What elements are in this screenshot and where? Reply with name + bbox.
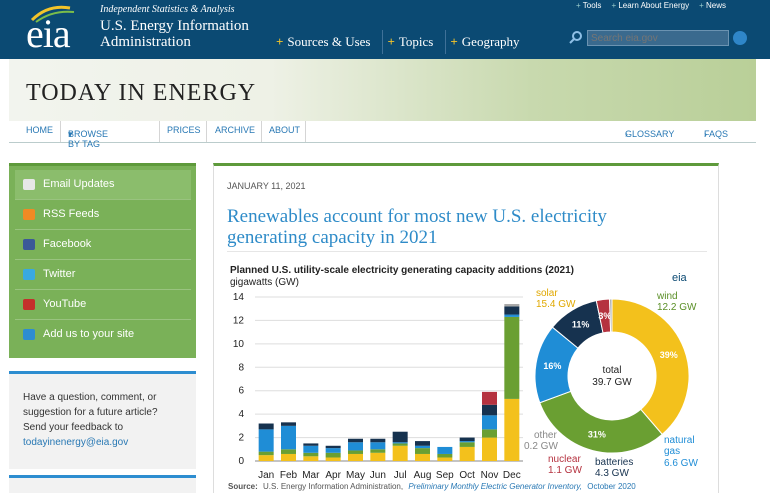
search-submit-button[interactable] bbox=[733, 31, 747, 45]
sidebar-item-twitter[interactable]: Twitter bbox=[15, 260, 191, 290]
plus-icon: + bbox=[576, 1, 583, 10]
chevron-right-icon: › bbox=[625, 129, 628, 139]
sidebar-item-label: Email Updates bbox=[43, 178, 115, 190]
divider bbox=[261, 121, 262, 142]
primary-nav: + Sources & Uses + Topics + Geography bbox=[272, 30, 532, 54]
divider bbox=[60, 121, 61, 142]
subnav-home[interactable]: HOME bbox=[26, 125, 53, 135]
subnav-about[interactable]: ABOUT bbox=[269, 125, 301, 135]
eia-logo[interactable]: eia bbox=[26, 11, 71, 56]
article-date: JANUARY 11, 2021 bbox=[227, 181, 306, 191]
email-icon bbox=[23, 179, 35, 190]
social-sidebar: Email Updates RSS Feeds Facebook Twitter… bbox=[9, 163, 196, 358]
caret-down-icon: ▾ bbox=[68, 129, 73, 139]
nav-label: Geography bbox=[461, 34, 520, 49]
sidebar-item-label: Twitter bbox=[43, 268, 76, 280]
sidebar-box-2 bbox=[9, 475, 196, 493]
subnav-label: FAQS bbox=[704, 129, 729, 139]
facebook-icon bbox=[23, 239, 35, 250]
youtube-icon bbox=[23, 299, 35, 310]
divider bbox=[206, 121, 207, 142]
util-label: Learn About Energy bbox=[618, 1, 690, 10]
nav-label: Topics bbox=[398, 34, 434, 49]
util-label: News bbox=[705, 1, 726, 10]
subnav-label: BROWSE BY TAG bbox=[68, 129, 109, 149]
nav-label: Sources & Uses bbox=[287, 34, 371, 49]
sidebar-item-label: Facebook bbox=[43, 238, 92, 250]
util-news[interactable]: + News bbox=[699, 1, 726, 10]
sidebar-item-add-site[interactable]: Add us to your site bbox=[15, 320, 191, 350]
sidebar-item-email[interactable]: Email Updates bbox=[15, 170, 191, 200]
plus-icon: + bbox=[699, 1, 706, 10]
agency-name[interactable]: U.S. Energy Information Administration bbox=[100, 18, 249, 50]
divider bbox=[159, 121, 160, 142]
logo-swoosh-icon bbox=[30, 5, 75, 23]
agency-line-1: U.S. Energy Information bbox=[100, 18, 249, 34]
sidebar-item-rss[interactable]: RSS Feeds bbox=[15, 200, 191, 230]
banner bbox=[9, 59, 756, 121]
plus-icon: + bbox=[450, 34, 458, 49]
nav-sources-uses[interactable]: + Sources & Uses bbox=[272, 30, 384, 54]
sidebar-item-youtube[interactable]: YouTube bbox=[15, 290, 191, 320]
utility-nav: + Tools + Learn About Energy + News bbox=[576, 1, 726, 10]
article-panel bbox=[213, 163, 719, 493]
sidebar-item-label: Add us to your site bbox=[43, 328, 135, 340]
plus-icon: + bbox=[387, 34, 395, 49]
page-title: TODAY IN ENERGY bbox=[26, 80, 257, 106]
sidebar-item-label: YouTube bbox=[43, 298, 87, 310]
feedback-email-link[interactable]: todayinenergy@eia.gov bbox=[23, 437, 129, 448]
util-tools[interactable]: + Tools bbox=[576, 1, 601, 10]
agency-line-2: Administration bbox=[100, 34, 191, 50]
add-icon bbox=[23, 329, 35, 340]
subnav-prices[interactable]: PRICES bbox=[167, 125, 201, 135]
subnav-archive[interactable]: ARCHIVE bbox=[215, 125, 256, 135]
section-nav: HOME BROWSE BY TAG ▾ PRICES ARCHIVE ABOU… bbox=[9, 121, 756, 149]
nav-geography[interactable]: + Geography bbox=[446, 30, 531, 54]
search-input[interactable] bbox=[587, 30, 729, 46]
feedback-text: Have a question, comment, or suggestion … bbox=[23, 392, 158, 433]
util-label: Tools bbox=[582, 1, 602, 10]
rss-icon bbox=[23, 209, 35, 220]
util-learn[interactable]: + Learn About Energy bbox=[611, 1, 689, 10]
divider bbox=[227, 251, 707, 252]
search-icon bbox=[569, 31, 582, 44]
tagline: Independent Statistics & Analysis bbox=[100, 4, 235, 15]
article-headline[interactable]: Renewables account for most new U.S. ele… bbox=[227, 206, 607, 248]
subnav-label: GLOSSARY bbox=[625, 129, 675, 139]
feedback-box: Have a question, comment, or suggestion … bbox=[9, 371, 196, 469]
sidebar-item-facebook[interactable]: Facebook bbox=[15, 230, 191, 260]
plus-icon: + bbox=[276, 34, 284, 49]
divider bbox=[305, 121, 306, 142]
plus-icon: + bbox=[611, 1, 619, 10]
sidebar-item-label: RSS Feeds bbox=[43, 208, 100, 220]
nav-topics[interactable]: + Topics bbox=[383, 30, 447, 54]
site-header: eia Independent Statistics & Analysis U.… bbox=[0, 0, 770, 59]
chevron-right-icon: › bbox=[704, 129, 707, 139]
twitter-icon bbox=[23, 269, 35, 280]
